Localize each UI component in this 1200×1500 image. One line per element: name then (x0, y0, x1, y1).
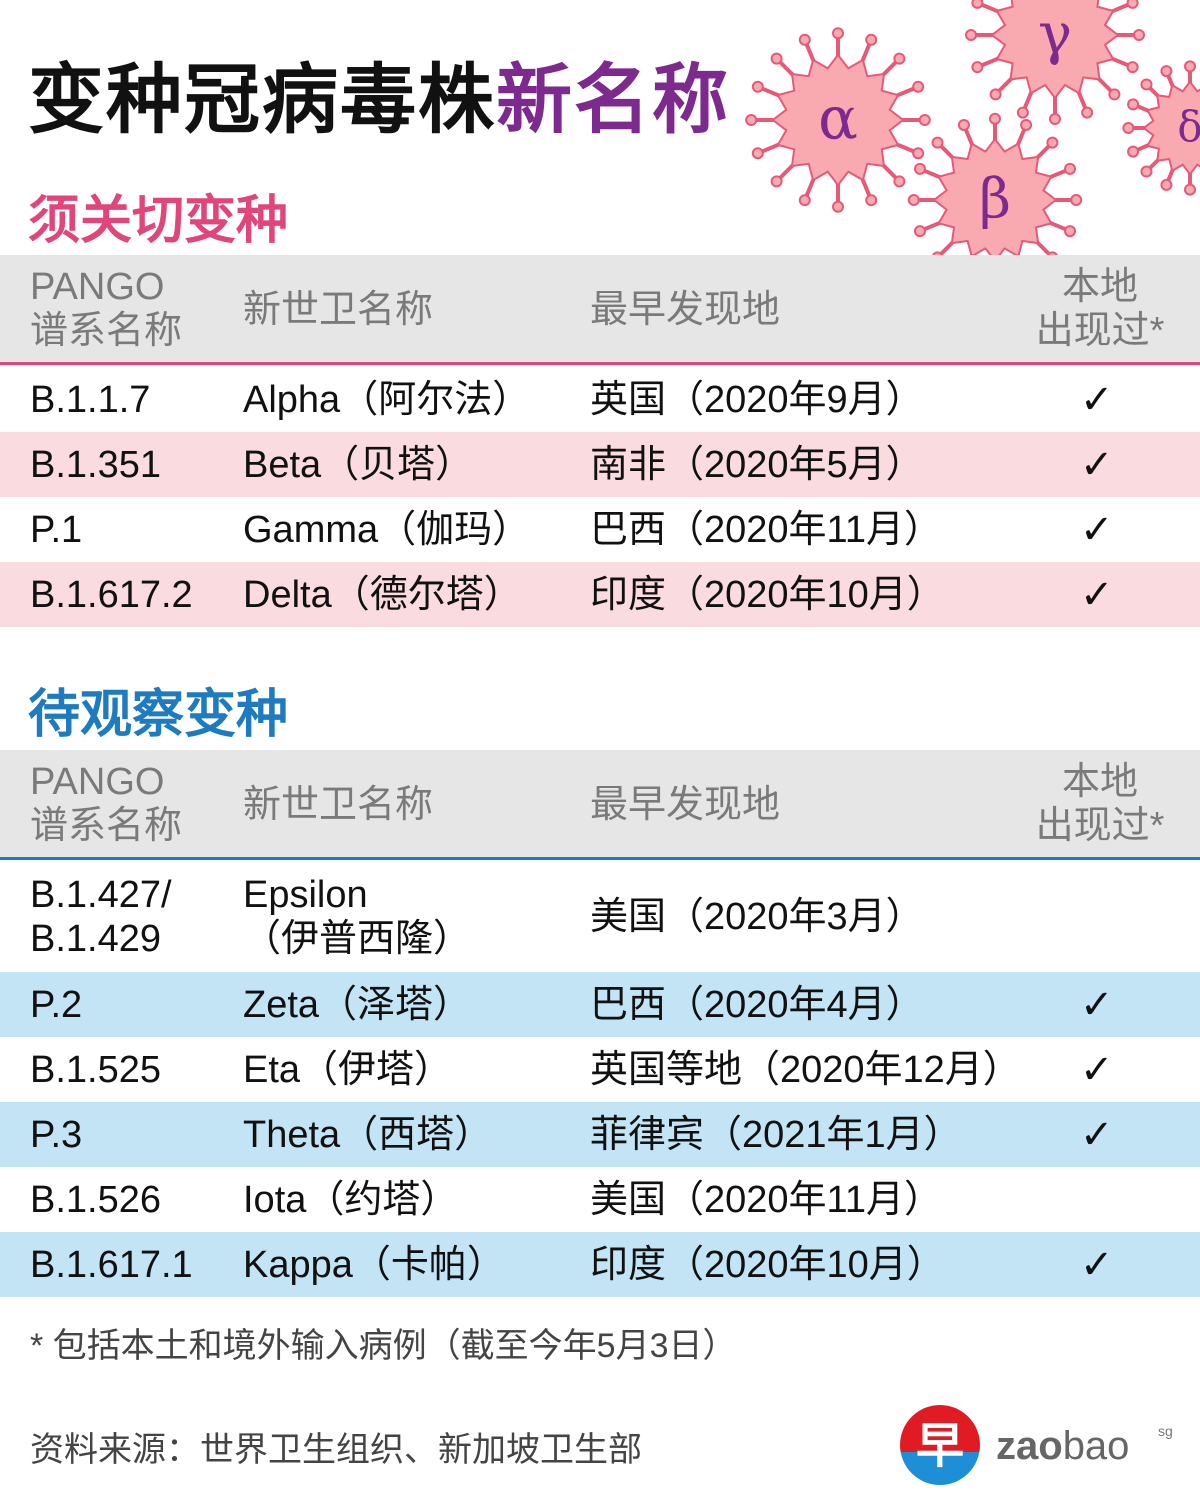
section-title-interest: 待观察变种 (28, 686, 289, 744)
who-name-cell: Eta（伊塔） (243, 1048, 453, 1091)
pango-cell: P.3 (30, 1113, 83, 1156)
logo-glyph: 早 (916, 1420, 964, 1473)
origin-cell: 英国（2020年9月） (590, 378, 924, 421)
table-row: P.1 Gamma（伽玛） 巴西（2020年11月） ✓ (0, 497, 1200, 562)
who-name-cell: Alpha（阿尔法） (243, 378, 531, 421)
source-note: 资料来源：世界卫生组织、新加坡卫生部 (30, 1431, 642, 1469)
pango-cell: B.1.525 (30, 1048, 161, 1091)
col-pango: PANGO 谱系名称 (30, 761, 183, 847)
origin-cell: 印度（2020年10月） (590, 1243, 945, 1286)
table-row: B.1.1.7 Alpha（阿尔法） 英国（2020年9月） ✓ (0, 367, 1200, 432)
svg-text:β: β (979, 166, 1011, 230)
origin-cell: 美国（2020年3月） (590, 896, 924, 938)
table-row: B.1.427/B.1.429 Epsilon （伊普西隆） 美国（2020年3月… (0, 862, 1200, 972)
col-origin: 最早发现地 (590, 289, 781, 331)
virus-illustrations: α β γ δ (745, 0, 1200, 288)
table-row: B.1.351 Beta（贝塔） 南非（2020年5月） ✓ (0, 432, 1200, 497)
pango-cell: B.1.427/B.1.429 (30, 874, 172, 960)
table-row: P.2 Zeta（泽塔） 巴西（2020年4月） ✓ (0, 972, 1200, 1037)
virus-alpha: α (745, 27, 931, 213)
svg-text:δ: δ (1177, 102, 1200, 151)
origin-cell: 英国等地（2020年12月） (590, 1048, 1021, 1091)
svg-text:sg: sg (1158, 1423, 1173, 1439)
check-icon: ✓ (1080, 1242, 1114, 1287)
svg-text:γ: γ (1038, 1, 1072, 67)
interest-table-header: PANGO 谱系名称 新世卫名称 最早发现地 本地 出现过* (0, 750, 1200, 860)
check-icon: ✓ (1080, 1047, 1114, 1092)
who-name-cell: Epsilon （伊普西隆） (243, 874, 472, 960)
origin-cell: 巴西（2020年11月） (590, 508, 942, 551)
origin-cell: 美国（2020年11月） (590, 1178, 942, 1221)
origin-cell: 菲律宾（2021年1月） (590, 1113, 962, 1156)
concern-table-header: PANGO 谱系名称 新世卫名称 最早发现地 本地 出现过* (0, 255, 1200, 365)
pango-cell: P.2 (30, 983, 83, 1026)
origin-cell: 巴西（2020年4月） (590, 983, 924, 1026)
check-icon: ✓ (1080, 377, 1114, 422)
col-local: 本地 出现过* (1035, 266, 1165, 352)
who-name-cell: Iota（约塔） (243, 1178, 459, 1221)
section-title-concern: 须关切变种 (28, 192, 289, 250)
pango-cell: B.1.617.1 (30, 1243, 193, 1286)
check-icon: ✓ (1080, 982, 1114, 1027)
table-row: B.1.617.1 Kappa（卡帕） 印度（2020年10月） ✓ (0, 1232, 1200, 1297)
table-row: B.1.525 Eta（伊塔） 英国等地（2020年12月） ✓ (0, 1037, 1200, 1102)
pango-cell: B.1.1.7 (30, 378, 151, 421)
origin-cell: 南非（2020年5月） (590, 443, 924, 486)
col-origin: 最早发现地 (590, 784, 781, 826)
pango-cell: B.1.526 (30, 1178, 161, 1221)
who-name-cell: Delta（德尔塔） (243, 573, 522, 616)
virus-delta: δ (1122, 60, 1200, 196)
origin-cell: 印度（2020年10月） (590, 573, 945, 616)
who-name-cell: Beta（贝塔） (243, 443, 474, 486)
page-title: 变种冠病毒株新名称 (28, 58, 730, 143)
pango-cell: B.1.617.2 (30, 573, 193, 616)
col-who: 新世卫名称 (243, 289, 434, 331)
who-name-cell: Theta（西塔） (243, 1113, 493, 1156)
svg-text:α: α (818, 84, 858, 153)
check-icon: ✓ (1080, 507, 1114, 552)
svg-text:zaobao: zaobao (996, 1424, 1129, 1468)
check-icon: ✓ (1080, 442, 1114, 487)
who-name-cell: Zeta（泽塔） (243, 983, 472, 1026)
who-name-cell: Gamma（伽玛） (243, 508, 531, 551)
zaobao-logo: 早 zaobao sg (900, 1405, 1173, 1485)
check-icon: ✓ (1080, 572, 1114, 617)
col-pango: PANGO 谱系名称 (30, 266, 183, 352)
table-row: B.1.617.2 Delta（德尔塔） 印度（2020年10月） ✓ (0, 562, 1200, 627)
virus-gamma: γ (965, 0, 1145, 125)
col-who: 新世卫名称 (243, 784, 434, 826)
pango-cell: P.1 (30, 508, 83, 551)
table-row: B.1.526 Iota（约塔） 美国（2020年11月） (0, 1167, 1200, 1232)
table-row: P.3 Theta（西塔） 菲律宾（2021年1月） ✓ (0, 1102, 1200, 1167)
check-icon: ✓ (1080, 1112, 1114, 1157)
col-local: 本地 出现过* (1035, 761, 1165, 847)
footnote: * 包括本土和境外输入病例（截至今年5月3日） (30, 1327, 737, 1365)
who-name-cell: Kappa（卡帕） (243, 1243, 505, 1286)
pango-cell: B.1.351 (30, 443, 161, 486)
